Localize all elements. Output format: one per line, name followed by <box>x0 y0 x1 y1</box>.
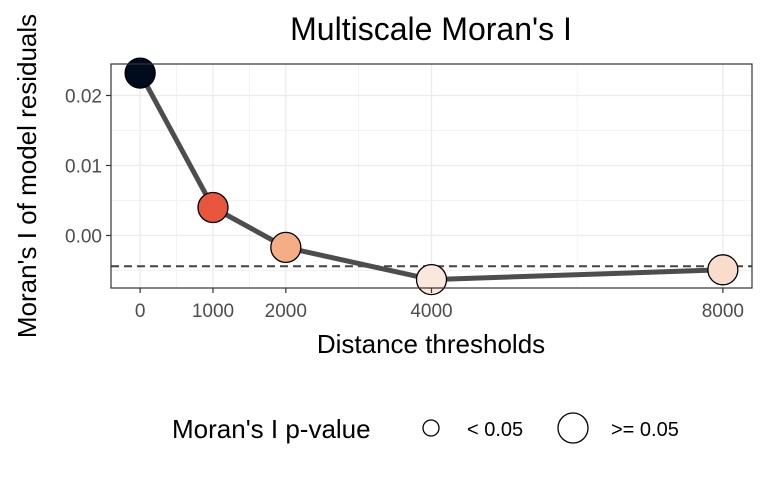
chart-title: Multiscale Moran's I <box>290 11 572 47</box>
x-tick-label: 4000 <box>410 301 452 322</box>
x-tick-label: 1000 <box>192 301 234 322</box>
y-tick-label: 0.00 <box>65 227 102 248</box>
legend-title: Moran's I p-value <box>172 414 371 444</box>
legend-label-large: >= 0.05 <box>611 419 679 441</box>
legend-key-large <box>557 412 589 444</box>
y-axis-ticks: 0.00 0.01 0.02 <box>65 87 111 248</box>
legend-label-small: < 0.05 <box>467 419 523 441</box>
legend: Moran's I p-value < 0.05 >= 0.05 <box>172 412 679 444</box>
data-point <box>270 231 302 264</box>
y-tick-label: 0.02 <box>65 87 102 108</box>
y-axis-title: Moran's I of model residuals <box>12 14 42 338</box>
data-points <box>124 57 739 296</box>
data-point <box>415 263 448 296</box>
plot-panel <box>110 57 753 296</box>
data-point <box>124 57 156 89</box>
x-axis-title: Distance thresholds <box>317 329 545 359</box>
x-tick-label: 0 <box>135 301 146 322</box>
data-point <box>197 191 229 224</box>
x-tick-label: 2000 <box>265 301 307 322</box>
data-point <box>707 254 739 286</box>
legend-key-small <box>422 419 440 437</box>
x-axis-ticks: 0 1000 2000 4000 8000 <box>135 288 744 322</box>
y-tick-label: 0.01 <box>65 157 102 178</box>
x-tick-label: 8000 <box>702 301 744 322</box>
